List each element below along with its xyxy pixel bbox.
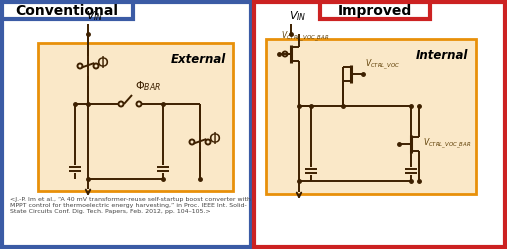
FancyBboxPatch shape	[254, 2, 505, 247]
Text: <J.-P. Im et al., “A 40 mV transformer-reuse self-startup boost converter with
M: <J.-P. Im et al., “A 40 mV transformer-r…	[10, 197, 251, 214]
FancyBboxPatch shape	[2, 2, 133, 19]
FancyBboxPatch shape	[266, 39, 476, 194]
Text: Improved: Improved	[338, 3, 412, 17]
FancyBboxPatch shape	[2, 2, 251, 247]
FancyBboxPatch shape	[38, 43, 233, 191]
FancyBboxPatch shape	[320, 2, 430, 19]
Text: $\Phi$: $\Phi$	[208, 131, 221, 147]
Text: $V_{IN}$: $V_{IN}$	[86, 9, 103, 23]
Text: Conventional: Conventional	[16, 3, 119, 17]
Text: Internal: Internal	[416, 49, 468, 62]
Text: $\Phi_{BAR}$: $\Phi_{BAR}$	[135, 79, 161, 93]
Text: $V_{CTRL\_VOC\_BAR}$: $V_{CTRL\_VOC\_BAR}$	[423, 137, 472, 151]
Text: $V_{CTRL\_VOC\_BAR}$: $V_{CTRL\_VOC\_BAR}$	[281, 30, 330, 44]
Text: $V_{CTRL\_VOC}$: $V_{CTRL\_VOC}$	[365, 58, 400, 72]
Text: External: External	[171, 53, 226, 66]
Text: $\Phi$: $\Phi$	[96, 55, 109, 71]
Text: $V_{IN}$: $V_{IN}$	[289, 9, 307, 23]
